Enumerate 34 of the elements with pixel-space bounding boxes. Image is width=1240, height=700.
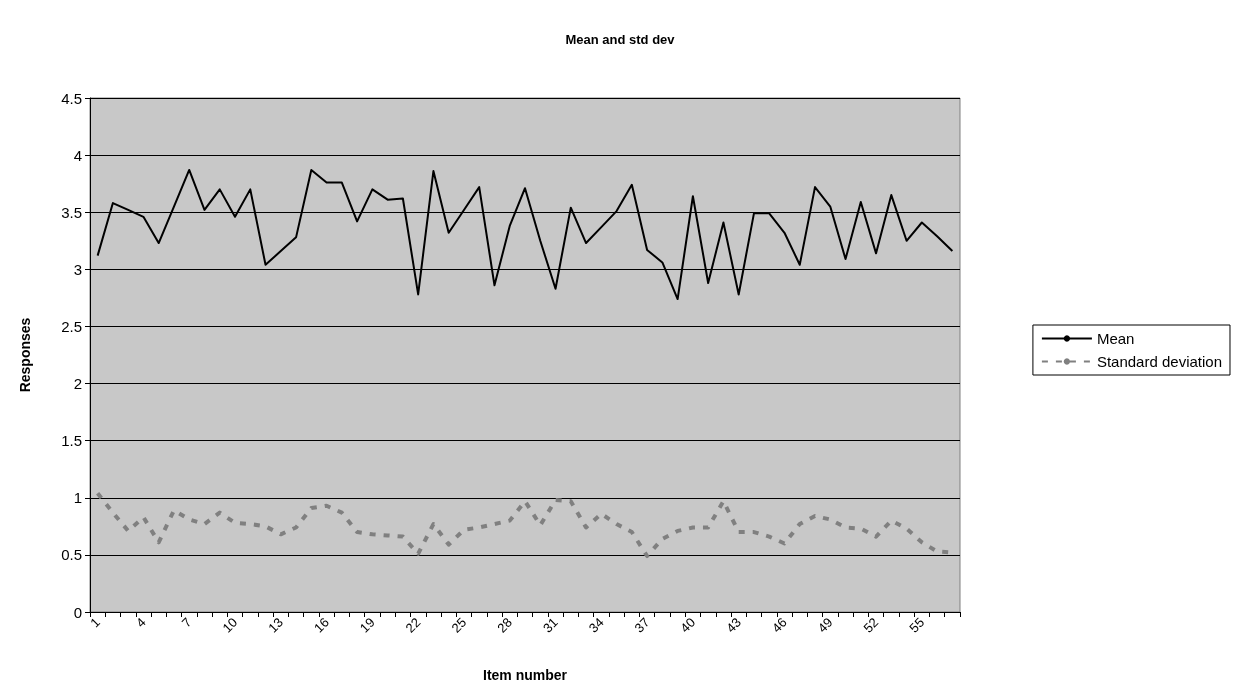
x-tick-label: 52 <box>860 614 882 636</box>
x-tick-label: 43 <box>723 614 744 636</box>
x-tick-label: 19 <box>356 614 378 636</box>
x-tick-label: 49 <box>814 614 836 636</box>
chart-title: Mean and std dev <box>565 32 676 47</box>
x-tick-label: 31 <box>540 614 561 636</box>
x-tick-label: 28 <box>494 614 516 636</box>
y-tick-label: 2 <box>73 375 82 393</box>
x-tick-label: 34 <box>585 614 607 636</box>
y-tick-label: 0 <box>73 603 82 621</box>
x-tick-label: 10 <box>219 614 241 636</box>
y-tick-label: 2.5 <box>61 317 82 335</box>
x-tick-label: 16 <box>311 614 332 636</box>
legend-label: Standard deviation <box>1096 353 1222 370</box>
x-tick-label: 37 <box>631 614 653 636</box>
y-tick-label: 0.5 <box>61 546 82 564</box>
x-tick-label: 4 <box>133 614 149 631</box>
x-tick-label: 1 <box>87 614 103 631</box>
y-tick-label: 3 <box>73 260 82 278</box>
y-tick-label: 4.5 <box>61 89 82 107</box>
x-tick-label: 46 <box>768 614 790 636</box>
y-tick-label: 4 <box>73 146 82 164</box>
y-tick-label: 1 <box>73 489 82 507</box>
x-tick-label: 22 <box>402 614 424 636</box>
y-tick-label: 3.5 <box>61 203 82 221</box>
x-tick-label: 25 <box>448 614 470 636</box>
x-axis-title: Item number <box>482 667 568 683</box>
y-tick-label: 1.5 <box>61 432 82 450</box>
x-tick-label: 13 <box>265 614 287 636</box>
x-tick-label: 7 <box>178 614 195 631</box>
y-axis-title: Responses <box>17 317 33 393</box>
x-tick-label: 40 <box>677 614 699 636</box>
x-tick-label: 55 <box>906 614 928 636</box>
legend-label: Mean <box>1096 330 1135 347</box>
